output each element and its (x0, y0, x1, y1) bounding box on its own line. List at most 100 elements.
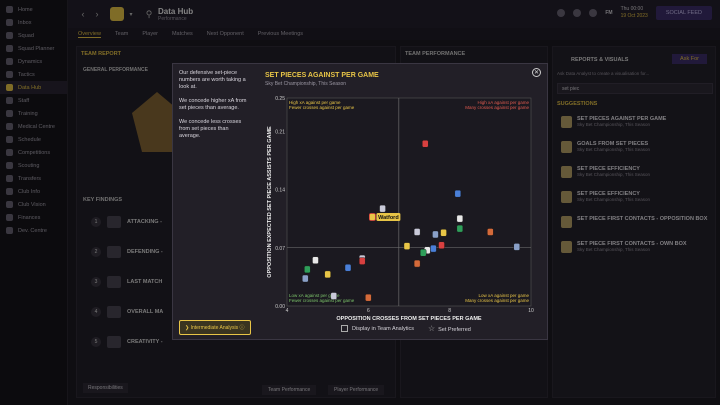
suggestions-list: SET PIECES AGAINST PER GAME Sky Bet Champ… (561, 113, 711, 263)
game-day: Thu 00:00 (620, 6, 644, 12)
suggestion-item[interactable]: SET PIECE EFFICIENCY Sky Bet Championship… (561, 163, 711, 188)
finding-title: OVERALL MA (127, 309, 164, 315)
sidebar-item-schedule[interactable]: Schedule (0, 133, 67, 146)
suggestion-subtitle: Sky Bet Championship, This Season (577, 172, 650, 177)
analyst-notes: Our defensive set-piece numbers are wort… (173, 64, 256, 339)
club-point (513, 243, 520, 251)
reports-title: REPORTS & VISUALS (571, 57, 629, 63)
sidebar-item-scouting[interactable]: Scouting (0, 159, 67, 172)
sidebar-icon (6, 110, 13, 117)
help-icon[interactable] (573, 9, 582, 17)
suggestion-item[interactable]: SET PIECES AGAINST PER GAME Sky Bet Champ… (561, 113, 711, 138)
sidebar-item-label: Finances (18, 214, 41, 221)
club-point (456, 214, 464, 223)
dropdown-chevron-icon[interactable]: ▾ (129, 11, 133, 18)
info-icon: ⓘ (238, 325, 245, 331)
sidebar-item-data-hub[interactable]: Data Hub (0, 81, 67, 94)
sidebar-item-label: Training (18, 110, 38, 117)
finding-number: 3 (91, 277, 101, 287)
sidebar-icon (6, 84, 13, 91)
sidebar-item-club-vision[interactable]: Club Vision (0, 198, 67, 211)
game-date[interactable]: Thu 00:00 19 Oct 2023 (621, 6, 648, 20)
sidebar-item-medical-centre[interactable]: Medical Centre (0, 120, 67, 133)
sidebar-icon (6, 149, 13, 156)
finding-row[interactable]: 1 ATTACKING - (91, 207, 211, 237)
social-feed-button[interactable]: SOCIAL FEED (655, 6, 712, 20)
club-crest-icon[interactable] (110, 7, 124, 21)
suggestion-text: SET PIECE FIRST CONTACTS - OWN BOX Sky Be… (577, 241, 687, 252)
reports-visuals-panel: REPORTS & VISUALS Ask For Ask Data Analy… (552, 46, 716, 398)
responsibilities-dropdown[interactable]: Responsibilities (83, 383, 128, 393)
tab-overview[interactable]: Overview (78, 30, 101, 38)
sidebar-item-tactics[interactable]: Tactics (0, 68, 67, 81)
sidebar-item-transfers[interactable]: Transfers (0, 172, 67, 185)
finding-icon (107, 216, 121, 228)
tab-player[interactable]: Player (142, 31, 158, 37)
suggestion-subtitle: Sky Bet Championship, This Season (577, 122, 650, 127)
close-icon[interactable]: ✕ (532, 68, 541, 77)
tab-matches[interactable]: Matches (171, 31, 193, 37)
display-in-team-analytics-toggle[interactable]: Display in Team Analytics (341, 325, 414, 332)
sidebar-icon (6, 227, 13, 234)
sidebar-item-dev-centre[interactable]: Dev. Centre (0, 224, 67, 237)
club-point (302, 274, 309, 283)
settings-icon[interactable] (589, 9, 598, 17)
sidebar-item-finances[interactable]: Finances (0, 211, 67, 224)
sidebar-item-label: Squad Planner (18, 45, 55, 52)
club-point (432, 230, 439, 239)
club-point (438, 241, 445, 249)
club-point (413, 259, 421, 268)
sidebar-item-staff[interactable]: Staff (0, 94, 67, 107)
sidebar: Home Inbox Squad Squad Planner Dynamics Tacti… (0, 0, 68, 405)
sidebar-icon (6, 188, 13, 195)
sidebar-item-label: Staff (18, 97, 30, 104)
finding-icon (107, 336, 121, 348)
tab-next-opponent[interactable]: Next Opponent (206, 31, 244, 37)
page-title-block: Data Hub Performance (158, 7, 193, 22)
sidebar-icon (6, 71, 13, 78)
checkbox-icon (341, 325, 348, 332)
finding-title: CREATIVITY - (127, 339, 163, 345)
suggestion-item[interactable]: SET PIECE EFFICIENCY Sky Bet Championship… (561, 188, 711, 213)
sidebar-item-label: Data Hub (18, 84, 42, 91)
sidebar-item-squad-planner[interactable]: Squad Planner (0, 42, 67, 55)
sidebar-item-label: Inbox (18, 19, 32, 26)
sidebar-icon (6, 214, 13, 221)
sidebar-item-squad[interactable]: Squad (0, 29, 67, 42)
general-performance-label: GENERAL PERFORMANCE (83, 67, 148, 73)
club-point (403, 242, 411, 250)
y-tick-label: 0.14 (275, 188, 285, 194)
forward-arrow-icon[interactable]: › (95, 9, 99, 19)
finding-row[interactable]: 3 LAST MATCH (91, 267, 211, 297)
tab-previous-meetings[interactable]: Previous Meetings (257, 31, 304, 37)
suggestion-item[interactable]: SET PIECE FIRST CONTACTS - OPPOSITION BO… (561, 213, 711, 238)
sidebar-item-club-info[interactable]: Club Info (0, 185, 67, 198)
team-performance-button[interactable]: Team Performance (262, 385, 317, 395)
y-tick-label: 0.07 (275, 246, 285, 252)
sidebar-item-training[interactable]: Training (0, 107, 67, 120)
sidebar-item-dynamics[interactable]: Dynamics (0, 55, 67, 68)
sidebar-item-inbox[interactable]: Inbox (0, 16, 67, 29)
finding-row[interactable]: 5 CREATIVITY - (91, 327, 211, 357)
suggestion-item[interactable]: SET PIECE FIRST CONTACTS - OWN BOX Sky Be… (561, 238, 711, 263)
analyst-hint: Ask Data Analyst to create a visualisati… (557, 71, 650, 76)
page-title: Data Hub (158, 6, 194, 16)
finding-row[interactable]: 2 DEFENDING - (91, 237, 211, 267)
finding-row[interactable]: 4 OVERALL MA (91, 297, 211, 327)
suggestion-item[interactable]: GOALS FROM SET PIECES Sky Bet Championshi… (561, 138, 711, 163)
sidebar-item-home[interactable]: Home (0, 3, 67, 16)
club-point (312, 256, 319, 264)
sidebar-item-competitions[interactable]: Competitions (0, 146, 67, 159)
x-tick-label: 4 (286, 308, 289, 314)
tab-team[interactable]: Team (114, 31, 129, 37)
player-performance-button[interactable]: Player Performance (328, 385, 385, 395)
sidebar-icon (6, 175, 13, 182)
ask-for-button[interactable]: Ask For (672, 54, 707, 64)
edit-icon[interactable] (557, 9, 566, 17)
set-preferred-toggle[interactable]: ☆ Set Preferred (428, 324, 471, 333)
club-point (330, 292, 337, 300)
back-arrow-icon[interactable]: ‹ (81, 9, 85, 19)
search-input[interactable]: set piec (557, 83, 713, 94)
data-hub-icon: ⚲ (145, 8, 153, 19)
intermediate-analysis-button[interactable]: ❯ Intermediate Analysis ⓘ (179, 320, 251, 335)
